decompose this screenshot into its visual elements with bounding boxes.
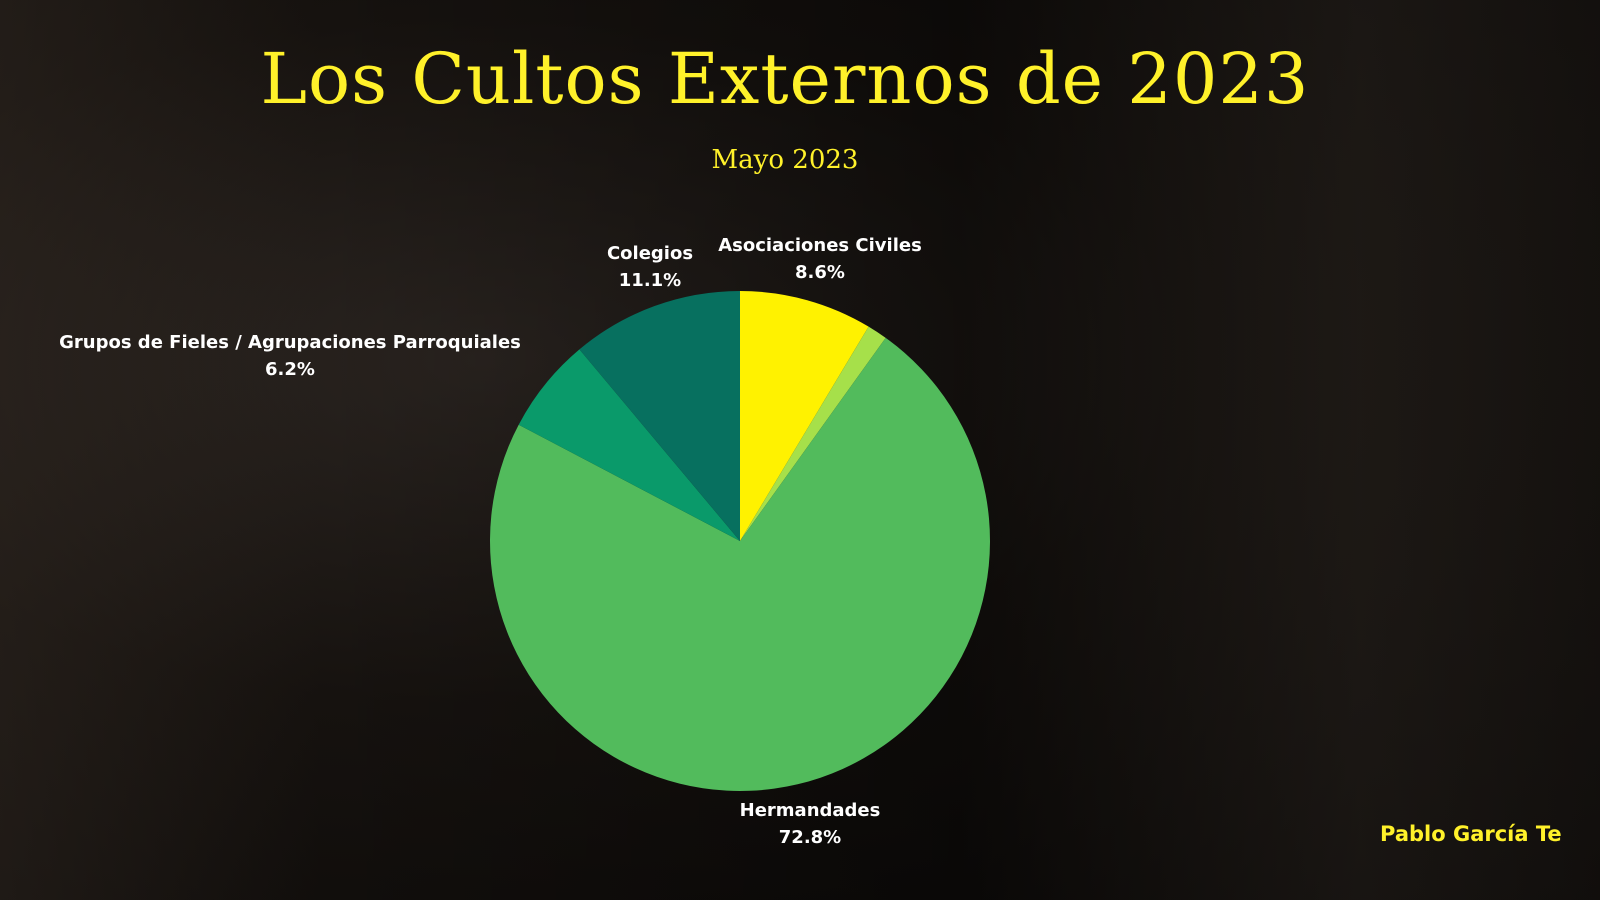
- label-value: 8.6%: [795, 262, 845, 283]
- pie-slice: [579, 291, 740, 541]
- label-name: Asociaciones Civiles: [718, 235, 922, 256]
- label-colegios: Colegios 11.1%: [570, 240, 730, 294]
- pie-slice: [490, 337, 990, 791]
- label-name: Grupos de Fieles / Agrupaciones Parroqui…: [59, 332, 521, 353]
- label-value: 11.1%: [618, 270, 682, 291]
- author-credit: Pablo García Te: [1380, 822, 1562, 846]
- label-value: 72.8%: [778, 827, 842, 848]
- pie-slice: [740, 326, 886, 541]
- pie-slice: [740, 291, 869, 541]
- chart-subtitle: Mayo 2023: [711, 145, 859, 175]
- label-name: Hermandades: [739, 800, 881, 821]
- label-grupos: Grupos de Fieles / Agrupaciones Parroqui…: [30, 329, 550, 383]
- label-asociaciones: Asociaciones Civiles 8.6%: [700, 232, 940, 286]
- pie-slice: [518, 349, 740, 541]
- label-hermandades: Hermandades 72.8%: [710, 797, 910, 851]
- label-value: 6.2%: [265, 359, 315, 380]
- label-name: Colegios: [606, 243, 694, 264]
- chart-title: Los Cultos Externos de 2023: [260, 38, 1310, 120]
